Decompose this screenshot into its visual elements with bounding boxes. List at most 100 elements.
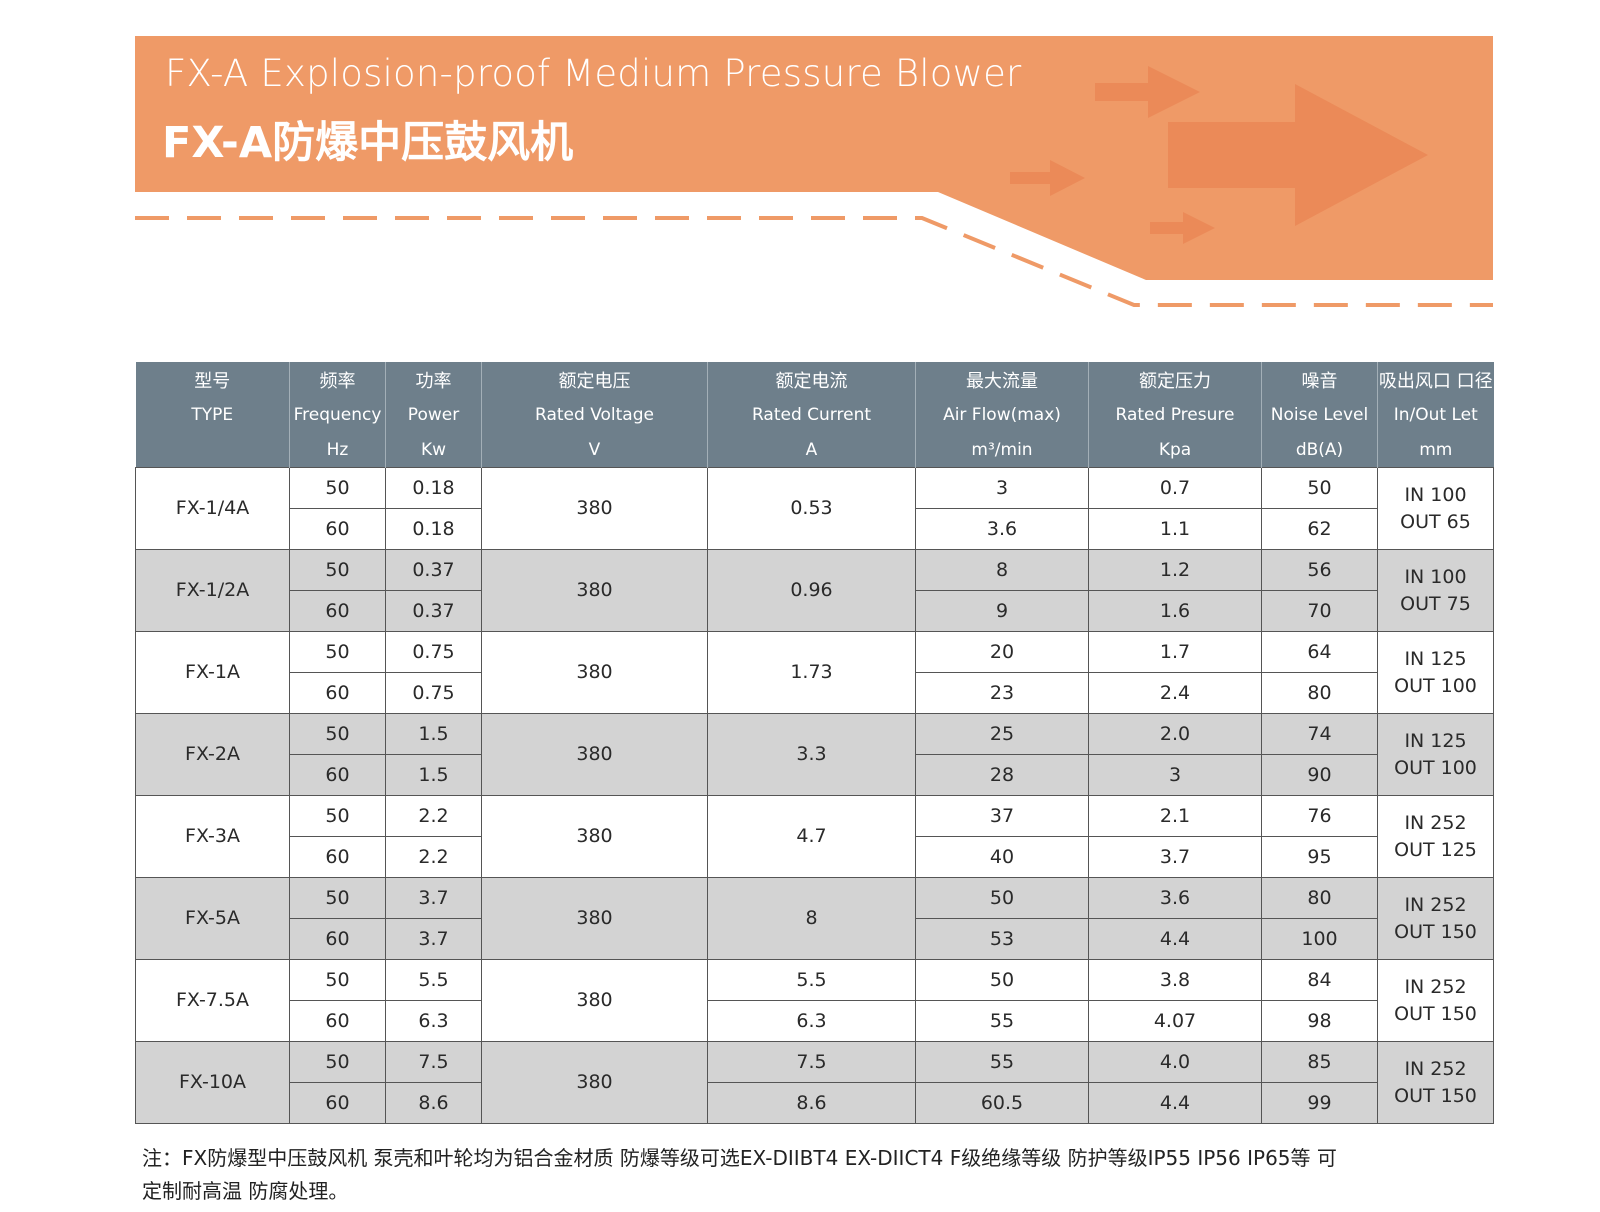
- frequency-cell: 60: [289, 918, 386, 960]
- footnote-line-1: 注：FX防爆型中压鼓风机 泵壳和叶轮均为铝合金材质 防爆等级可选EX-DIIBT…: [142, 1146, 1337, 1170]
- frequency-cell: 60: [289, 672, 386, 714]
- noise-cell: 50: [1261, 467, 1378, 509]
- frequency-cell: 50: [289, 1041, 386, 1083]
- pressure-cell: 1.1: [1088, 508, 1262, 550]
- power-cell: 0.37: [385, 549, 482, 591]
- table-row: 60 8.6 8.6 60.5 4.4 99: [136, 1082, 1494, 1124]
- column-header: V: [481, 432, 708, 468]
- current-cell: 8.6: [707, 1082, 916, 1124]
- pressure-cell: 3: [1088, 754, 1262, 796]
- airflow-cell: 37: [915, 795, 1089, 837]
- column-header: 吸出风口 口径: [1377, 362, 1494, 397]
- column-header: Hz: [289, 432, 386, 468]
- power-cell: 2.2: [385, 795, 482, 837]
- inlet-size: IN 252: [1404, 893, 1467, 916]
- pressure-cell: 1.2: [1088, 549, 1262, 591]
- noise-cell: 74: [1261, 713, 1378, 755]
- table-row: 60 6.3 6.3 55 4.07 98: [136, 1000, 1494, 1042]
- noise-cell: 85: [1261, 1041, 1378, 1083]
- noise-cell: 80: [1261, 672, 1378, 714]
- table-row: FX-1/2A 50 0.37 380 0.96 8 1.2 56 IN 100 OUT 75: [135, 549, 1494, 632]
- airflow-cell: 23: [915, 672, 1089, 714]
- voltage-cell: 380: [481, 959, 708, 1042]
- power-cell: 0.18: [385, 508, 482, 550]
- column-header: m³/min: [915, 432, 1089, 468]
- inlet-size: IN 100: [1404, 565, 1467, 588]
- header-row-english: TYPE Frequency Power Rated Voltage Rated Cur…: [135, 397, 1494, 432]
- model-type: FX-10A: [135, 1041, 290, 1124]
- noise-cell: 90: [1261, 754, 1378, 796]
- pressure-cell: 2.1: [1088, 795, 1262, 837]
- airflow-cell: 8: [915, 549, 1089, 591]
- noise-cell: 70: [1261, 590, 1378, 632]
- noise-cell: 64: [1261, 631, 1378, 673]
- pressure-cell: 4.4: [1088, 918, 1262, 960]
- voltage-cell: 380: [481, 549, 708, 632]
- current-cell: 7.5: [707, 1041, 916, 1083]
- outlet-size: OUT 100: [1394, 674, 1477, 697]
- pressure-cell: 3.7: [1088, 836, 1262, 878]
- header-row-chinese: 型号 频率 功率 额定电压 额定电流 最大流量 额定压力 噪音 吸出风口 口径: [135, 362, 1494, 397]
- power-cell: 8.6: [385, 1082, 482, 1124]
- noise-cell: 95: [1261, 836, 1378, 878]
- frequency-cell: 60: [289, 590, 386, 632]
- title-english: FX-A Explosion-proof Medium Pressure Blo…: [165, 52, 1022, 95]
- voltage-cell: 380: [481, 1041, 708, 1124]
- airflow-cell: 3.6: [915, 508, 1089, 550]
- inlet-outlet-cell: IN 252 OUT 150: [1377, 877, 1494, 960]
- noise-cell: 99: [1261, 1082, 1378, 1124]
- table-row: FX-10A 50 7.5 380 7.5 55 4.0 85 IN 252 OUT 150: [135, 1041, 1494, 1124]
- inlet-outlet-cell: IN 125 OUT 100: [1377, 631, 1494, 714]
- model-type: FX-7.5A: [135, 959, 290, 1042]
- noise-cell: 62: [1261, 508, 1378, 550]
- airflow-cell: 40: [915, 836, 1089, 878]
- frequency-cell: 50: [289, 877, 386, 919]
- power-cell: 7.5: [385, 1041, 482, 1083]
- power-cell: 3.7: [385, 877, 482, 919]
- power-cell: 1.5: [385, 754, 482, 796]
- spec-table: 型号 频率 功率 额定电压 额定电流 最大流量 额定压力 噪音 吸出风口 口径 TYPE Frequ…: [135, 362, 1494, 1124]
- noise-cell: 80: [1261, 877, 1378, 919]
- table-row: FX-2A 50 1.5 380 3.3 25 2.0 74 IN 125 OUT 100: [135, 713, 1494, 796]
- noise-cell: 98: [1261, 1000, 1378, 1042]
- column-header: dB(A): [1261, 432, 1378, 468]
- airflow-cell: 3: [915, 467, 1089, 509]
- voltage-cell: 380: [481, 713, 708, 796]
- noise-cell: 76: [1261, 795, 1378, 837]
- column-header: Kpa: [1088, 432, 1262, 468]
- airflow-cell: 55: [915, 1000, 1089, 1042]
- inlet-outlet-cell: IN 100 OUT 65: [1377, 467, 1494, 550]
- dashed-divider: [135, 216, 1493, 307]
- inlet-outlet-cell: IN 252 OUT 125: [1377, 795, 1494, 878]
- model-type: FX-2A: [135, 713, 290, 796]
- airflow-cell: 50: [915, 877, 1089, 919]
- pressure-cell: 1.6: [1088, 590, 1262, 632]
- outlet-size: OUT 150: [1394, 1084, 1477, 1107]
- frequency-cell: 60: [289, 508, 386, 550]
- column-header: Rated Current: [707, 397, 916, 432]
- inlet-size: IN 252: [1404, 1057, 1467, 1080]
- current-cell: 1.73: [707, 631, 916, 714]
- arrow-decoration-large: [1168, 84, 1428, 226]
- frequency-cell: 50: [289, 713, 386, 755]
- outlet-size: OUT 100: [1394, 756, 1477, 779]
- power-cell: 0.75: [385, 631, 482, 673]
- model-type: FX-3A: [135, 795, 290, 878]
- inlet-size: IN 125: [1404, 647, 1467, 670]
- inlet-size: IN 125: [1404, 729, 1467, 752]
- table-header: 型号 频率 功率 额定电压 额定电流 最大流量 额定压力 噪音 吸出风口 口径 TYPE Frequ…: [135, 362, 1494, 468]
- power-cell: 6.3: [385, 1000, 482, 1042]
- frequency-cell: 50: [289, 631, 386, 673]
- table-row: 60 0.37 9 1.6 70: [136, 590, 1494, 632]
- model-type: FX-1/2A: [135, 549, 290, 632]
- frequency-cell: 60: [289, 1082, 386, 1124]
- arrow-decoration-bottom: [1150, 212, 1215, 244]
- column-header: Kw: [385, 432, 482, 468]
- airflow-cell: 20: [915, 631, 1089, 673]
- pressure-cell: 4.07: [1088, 1000, 1262, 1042]
- column-header: In/Out Let: [1377, 397, 1494, 432]
- inlet-size: IN 100: [1404, 483, 1467, 506]
- power-cell: 0.75: [385, 672, 482, 714]
- noise-cell: 56: [1261, 549, 1378, 591]
